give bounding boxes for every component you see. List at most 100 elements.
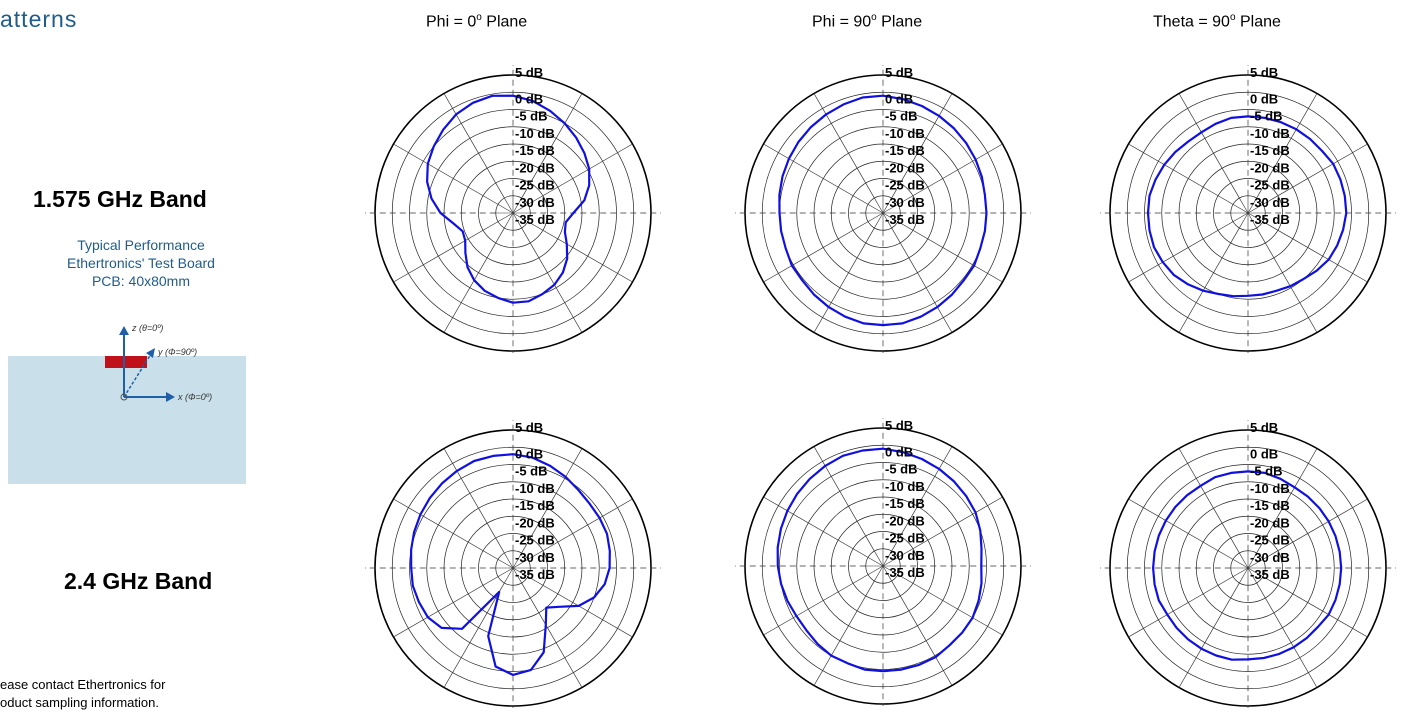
polar-hub-spoke — [867, 557, 884, 567]
polar-hub-spoke — [1232, 559, 1249, 569]
radial-tick-label: 0 dB — [885, 91, 913, 106]
radial-tick-label: -10 dB — [515, 481, 555, 496]
gain-pattern-line — [1146, 115, 1348, 298]
polar-spoke — [763, 574, 869, 636]
polar-grid-ring — [1161, 126, 1335, 300]
polar-spoke — [897, 574, 1003, 636]
radial-tick-label: -35 dB — [1250, 212, 1290, 227]
polar-spoke — [443, 582, 505, 688]
origin-marker — [120, 393, 128, 401]
radial-tick-label: -15 dB — [515, 143, 555, 158]
radial-tick-label: 0 dB — [515, 446, 543, 461]
polar-spoke — [813, 227, 875, 333]
radial-tick-label: -30 dB — [885, 548, 925, 563]
polar-hub-spoke — [867, 212, 884, 222]
polar-spoke — [1262, 221, 1368, 283]
gain-pattern-line — [776, 447, 983, 673]
polar-grid-ring — [848, 531, 918, 601]
polar-spoke — [1262, 143, 1368, 205]
column-title-theta90: Theta = 90o Plane — [1153, 12, 1281, 31]
polar-grid-ring — [1213, 178, 1283, 248]
polar-hub-spoke — [1239, 197, 1249, 214]
polar-spoke — [1256, 582, 1318, 688]
polar-spoke — [897, 496, 1003, 558]
radial-tick-label: 5 dB — [515, 65, 543, 80]
polar-hub-spoke — [882, 197, 892, 214]
coordinate-axes — [119, 326, 175, 402]
polar-spoke — [1262, 576, 1368, 638]
page-title: atterns — [0, 6, 78, 32]
polar-hub-spoke — [1247, 567, 1264, 577]
performance-line: Typical Performance — [77, 237, 205, 253]
polar-hub-spoke — [1247, 552, 1257, 569]
performance-note: Typical Performance Ethertronics' Test B… — [0, 236, 282, 290]
y-axis-label: y (Φ=90º) — [157, 347, 197, 357]
polar-spoke — [443, 448, 505, 554]
polar-spoke — [521, 93, 583, 199]
polar-hub-spoke — [874, 550, 884, 567]
polar-hub-spoke — [512, 559, 529, 569]
polar-hub-spoke — [512, 204, 529, 214]
polar-hub-spoke — [1239, 212, 1249, 229]
radial-tick-label: 5 dB — [885, 418, 913, 433]
polar-hub-spoke — [882, 565, 892, 582]
radial-tick-label: -10 dB — [885, 479, 925, 494]
polar-spoke — [813, 580, 875, 686]
polar-spoke — [1128, 221, 1234, 283]
contact-note: ease contact Ethertronics for oduct samp… — [0, 676, 165, 712]
polar-hub-spoke — [867, 204, 884, 214]
polar-hub-spoke — [512, 567, 529, 577]
gain-pattern-line — [410, 453, 611, 676]
radial-tick-label: -30 dB — [515, 195, 555, 210]
polar-spoke — [521, 582, 583, 688]
degree-sup: o — [1229, 12, 1236, 23]
performance-line: PCB: 40x80mm — [91, 273, 191, 289]
polar-hub-spoke — [882, 550, 892, 567]
polar-hub-spoke — [882, 565, 899, 575]
polar-grid-ring — [779, 462, 987, 670]
polar-grid-ring — [1144, 109, 1352, 317]
polar-spoke — [763, 221, 869, 283]
polar-hub-spoke — [512, 567, 522, 584]
polar-spoke — [763, 143, 869, 205]
polar-hub-spoke — [867, 565, 884, 575]
polar-spoke — [891, 93, 953, 199]
polar-chart-24-theta90: 5 dB 0 dB -5 dB -10 dB -15 dB -20 dB -25 dB -30… — [1100, 420, 1396, 708]
z-axis-label: z (θ=0º) — [131, 323, 163, 333]
radial-tick-label: -20 dB — [885, 160, 925, 175]
polar-chart-1575-phi90: 5 dB 0 dB -5 dB -10 dB -15 dB -20 dB -25 dB -30… — [735, 65, 1031, 353]
polar-grid-ring — [426, 126, 600, 300]
polar-hub-spoke — [512, 212, 522, 229]
polar-hub-spoke — [497, 212, 514, 222]
polar-spoke — [1256, 93, 1318, 199]
radial-tick-label: -30 dB — [1250, 550, 1290, 565]
radial-tick-label: -5 dB — [515, 464, 548, 479]
radial-tick-label: -15 dB — [1250, 498, 1290, 513]
polar-hub-spoke — [504, 212, 514, 229]
x-arrowhead — [166, 392, 175, 402]
polar-spoke — [393, 143, 499, 205]
polar-spoke — [897, 221, 1003, 283]
radial-tick-label: -15 dB — [515, 498, 555, 513]
radial-tick-label: 0 dB — [1250, 446, 1278, 461]
polar-grid-ring — [426, 481, 600, 655]
polar-spoke — [1256, 448, 1318, 554]
title-text: Plane — [1235, 13, 1281, 31]
contact-line: oduct sampling information. — [0, 695, 159, 710]
column-title-phi0: Phi = 0o Plane — [426, 12, 527, 31]
polar-hub-spoke — [874, 197, 884, 214]
gain-pattern-line — [426, 94, 591, 304]
radial-tick-label: -20 dB — [885, 513, 925, 528]
polar-chart-24-phi0: 5 dB 0 dB -5 dB -10 dB -15 dB -20 dB -25 dB -30… — [365, 420, 661, 708]
polar-spoke — [1178, 227, 1240, 333]
polar-grid-ring — [848, 178, 918, 248]
title-text: Phi = 0 — [426, 13, 477, 31]
polar-spoke — [813, 93, 875, 199]
polar-hub-spoke — [882, 212, 892, 229]
polar-hub-spoke — [504, 567, 514, 584]
polar-grid-ring — [1161, 481, 1335, 655]
radial-tick-label: -15 dB — [1250, 143, 1290, 158]
radial-tick-label: 0 dB — [1250, 91, 1278, 106]
y-axis-arrow — [123, 353, 152, 398]
degree-sup: o — [476, 12, 482, 23]
